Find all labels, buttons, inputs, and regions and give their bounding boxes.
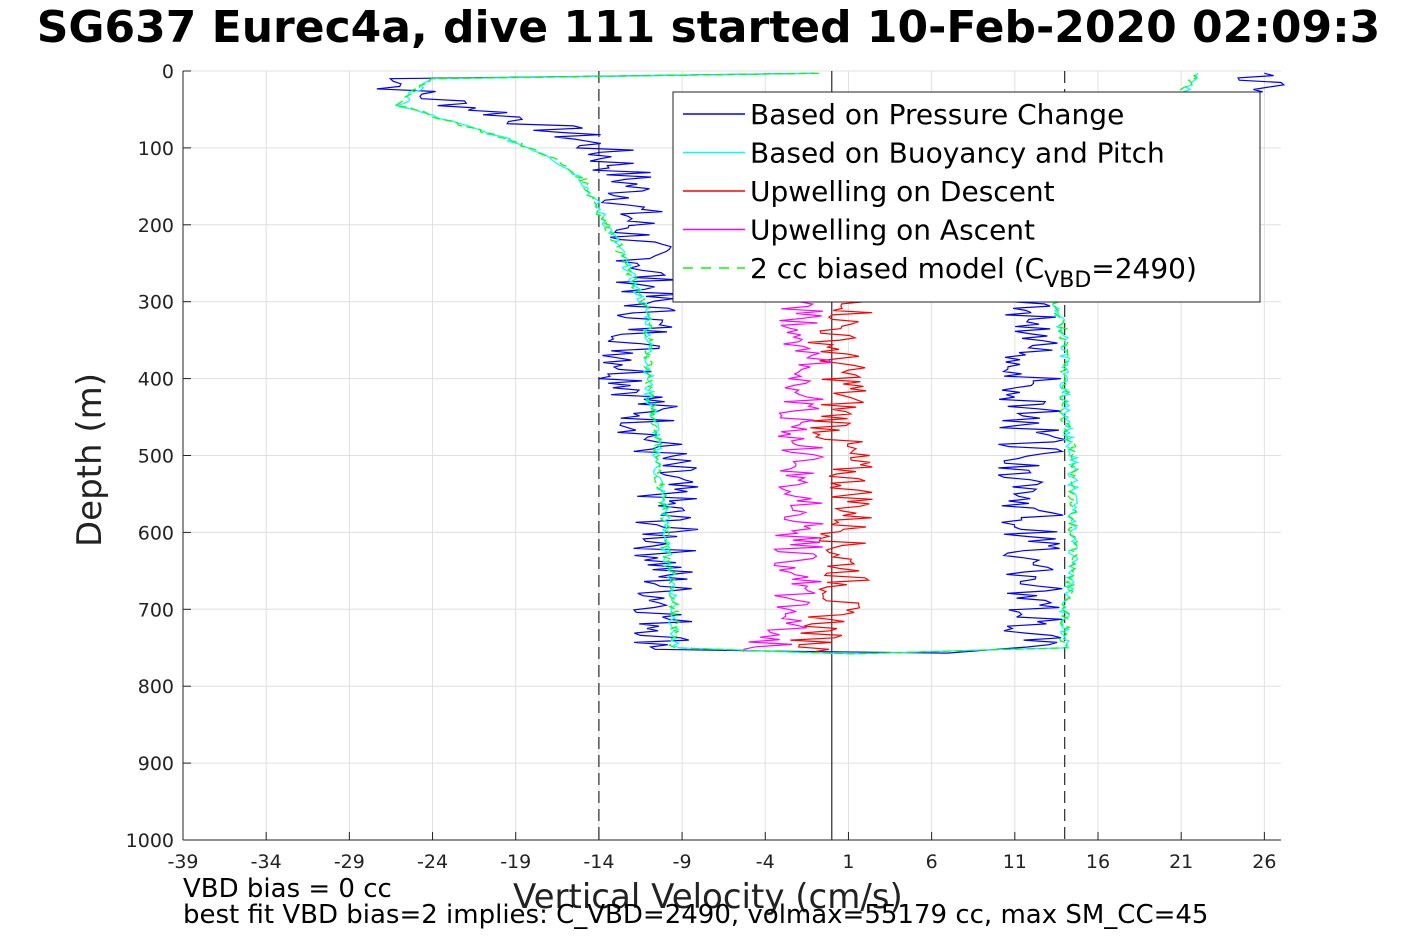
footer-best-fit: best fit VBD bias=2 implies: C_VBD=2490,… (183, 900, 1209, 930)
chart-title: SG637 Eurec4a, dive 111 started 10-Feb-2… (36, 2, 1381, 53)
axes: -39 -34 -29 -24 -19 -14 -9 -4 1 6 11 16 21 2601002003… (126, 61, 1281, 873)
x-tick-label: 21 (1169, 851, 1193, 873)
x-tick-label: 11 (1003, 851, 1027, 873)
y-tick-label: 500 (138, 446, 174, 468)
x-tick-label: -19 (500, 851, 531, 873)
legend-box (672, 91, 1261, 303)
x-tick-label: -34 (251, 851, 282, 873)
y-tick-label: 700 (138, 599, 174, 621)
x-tick-label: 26 (1252, 851, 1276, 873)
legend-label-3: Upwelling on Descent (750, 175, 1055, 208)
y-tick-label: 600 (138, 522, 174, 544)
series-line-4 (742, 301, 833, 652)
legend-label-5: 2 cc biased model (CVBD=2490) (750, 252, 1197, 293)
legend-label-1: Based on Pressure Change (750, 98, 1124, 131)
legend-label-4: Upwelling on Ascent (750, 214, 1035, 247)
x-tick-label: 1 (842, 851, 854, 873)
y-tick-label: 0 (162, 61, 174, 83)
x-axis-label: Vertical Velocity (cm/s) (513, 877, 903, 917)
x-tick-label: -9 (673, 851, 692, 873)
x-tick-label: -24 (417, 851, 448, 873)
y-tick-label: 300 (138, 292, 174, 314)
x-tick-label: -39 (167, 851, 198, 873)
y-tick-label: 1000 (126, 830, 174, 852)
y-tick-label: 800 (138, 676, 174, 698)
legend-label-2: Based on Buoyancy and Pitch (750, 137, 1165, 170)
series-line-3 (790, 301, 873, 653)
y-tick-label: 900 (138, 753, 174, 775)
x-tick-label: -14 (583, 851, 614, 873)
y-axis-label: Depth (m) (70, 372, 110, 548)
x-tick-label: 6 (926, 851, 938, 873)
legend: Based on Pressure Change Based on Buoyanc… (672, 91, 1261, 303)
footer-vbd-bias: VBD bias = 0 cc (183, 874, 392, 904)
x-tick-label: -29 (334, 851, 365, 873)
x-tick-label: -4 (756, 851, 775, 873)
y-tick-label: 100 (138, 138, 174, 160)
y-tick-label: 400 (138, 369, 174, 391)
x-tick-label: 16 (1086, 851, 1110, 873)
y-tick-label: 200 (138, 215, 174, 237)
